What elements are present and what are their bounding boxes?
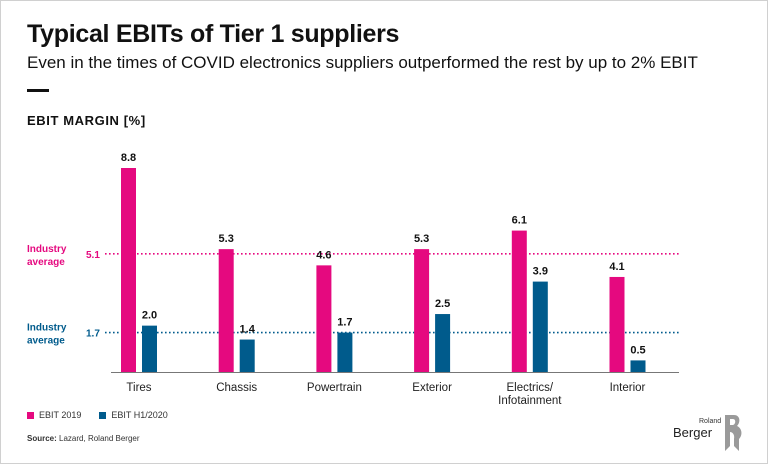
chart-title: Typical EBITs of Tier 1 suppliers	[27, 20, 400, 48]
legend-swatch-ebit-2019	[27, 411, 34, 419]
y-axis-label: EBIT MARGIN [%]	[27, 113, 146, 128]
bar-s0-c2	[316, 265, 332, 372]
bar-s0-c5	[609, 276, 625, 372]
value-label-s1-c0: 2.0	[142, 310, 157, 322]
value-label-s1-c3: 2.5	[435, 298, 450, 310]
value-label-s0-c3: 5.3	[414, 233, 429, 245]
bar-s1-c0	[142, 325, 157, 372]
source-label: Source:	[27, 434, 57, 443]
legend-item-ebit-h1-2020: EBIT H1/2020	[99, 410, 168, 420]
source-text: Lazard, Roland Berger	[59, 434, 140, 443]
logo-text-roland: Roland	[699, 418, 722, 425]
category-label-1: Chassis	[216, 382, 257, 394]
bar-s0-c3	[414, 249, 430, 372]
chart-subtitle: Even in the times of COVID electronics s…	[27, 53, 698, 72]
legend-swatch-ebit-h1-2020	[99, 411, 107, 419]
value-label-s0-c0: 8.8	[121, 152, 136, 164]
logo-text-berger: Berger	[673, 425, 713, 440]
bar-s0-c4	[511, 230, 527, 372]
legend-item-ebit-2019: EBIT 2019	[27, 410, 81, 420]
bar-s0-c0	[121, 168, 136, 372]
reference-label-0: Industry average	[27, 244, 67, 268]
reference-value-1: 1.7	[86, 329, 100, 340]
legend-label-ebit-h1-2020: EBIT H1/2020	[111, 410, 168, 420]
bar-s1-c3	[435, 314, 451, 372]
reference-value-0: 5.1	[86, 250, 100, 261]
category-label-2: Powertrain	[307, 382, 362, 394]
source-note: Source: Lazard, Roland Berger	[27, 434, 140, 443]
roland-berger-logo: Roland Berger	[673, 415, 745, 453]
bar-s1-c1	[239, 339, 255, 372]
value-label-s0-c5: 4.1	[609, 261, 624, 273]
legend: EBIT 2019 EBIT H1/2020	[27, 410, 186, 420]
bar-s0-c1	[218, 249, 234, 372]
value-label-s0-c4: 6.1	[512, 215, 527, 227]
logo-mark-icon	[725, 415, 742, 451]
value-label-s1-c4: 3.9	[533, 266, 548, 278]
bar-s1-c4	[532, 281, 548, 372]
value-label-s1-c1: 1.4	[240, 324, 256, 336]
bar-s1-c5	[630, 360, 646, 372]
value-label-s1-c5: 0.5	[630, 344, 645, 356]
bar-s1-c2	[337, 332, 353, 372]
value-label-s0-c1: 5.3	[219, 233, 234, 245]
category-label-0: Tires	[126, 382, 151, 394]
reference-label-1: Industry average	[27, 323, 67, 347]
category-label-4: Electrics/Infotainment	[498, 382, 562, 407]
category-label-5: Interior	[610, 382, 646, 394]
category-label-3: Exterior	[412, 382, 452, 394]
value-label-s1-c2: 1.7	[337, 317, 352, 329]
title-rule	[27, 89, 49, 92]
legend-label-ebit-2019: EBIT 2019	[39, 410, 82, 420]
value-label-s0-c2: 4.6	[316, 249, 331, 261]
